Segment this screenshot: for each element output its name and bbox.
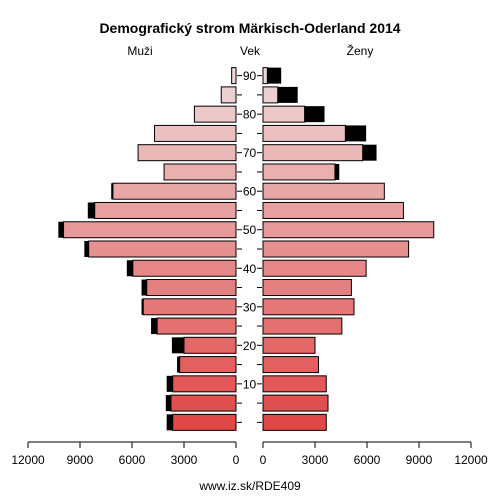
age-tick-label: 70 <box>243 146 257 160</box>
age-tick-label: 60 <box>243 185 257 199</box>
women-bar-80-84 <box>262 105 306 123</box>
men-surplus-10-14 <box>166 375 173 392</box>
men-bar-75-79 <box>154 124 237 142</box>
men-bar-35-39 <box>146 279 237 297</box>
men-surplus-0-4 <box>166 414 173 431</box>
women-surplus-80-84 <box>304 106 325 123</box>
footer-source[interactable]: www.iz.sk/RDE409 <box>198 479 301 493</box>
right-side-label: Ženy <box>347 43 374 58</box>
men-bar-60-64 <box>112 182 237 200</box>
women-surplus-70-74 <box>362 144 377 161</box>
x-tick-label-right: 12000 <box>454 453 488 467</box>
women-surplus-90+ <box>267 67 282 84</box>
x-tick-label-right: 9000 <box>406 453 433 467</box>
women-bar-15-19 <box>262 356 319 374</box>
men-bar-45-49 <box>88 240 237 258</box>
age-tick-label: 20 <box>243 339 257 353</box>
x-tick-label-left: 0 <box>233 453 240 467</box>
x-axis: 12000 9000 6000 3000 0 0 3000 6000 9000 12000 <box>11 441 488 467</box>
age-axis: 10 20 30 40 50 60 70 80 90 <box>237 69 262 423</box>
women-bar-45-49 <box>262 240 410 258</box>
men-bar-0-4 <box>172 413 237 431</box>
bars-group <box>58 67 435 431</box>
age-tick-label: 30 <box>243 300 257 314</box>
age-axis-label: Vek <box>240 44 261 58</box>
men-surplus-20-24 <box>171 337 184 354</box>
women-bar-20-24 <box>262 336 316 354</box>
women-bar-0-4 <box>262 413 327 431</box>
men-bar-40-44 <box>132 259 237 277</box>
x-tick-label-right: 6000 <box>354 453 381 467</box>
x-tick-label-left: 3000 <box>171 453 198 467</box>
age-tick-label: 40 <box>243 262 257 276</box>
women-bar-90+ <box>262 67 268 85</box>
women-bar-50-54 <box>262 221 435 239</box>
men-bar-25-29 <box>156 317 237 335</box>
women-bar-35-39 <box>262 279 352 297</box>
women-surplus-85-89 <box>277 86 298 103</box>
x-tick-label-left: 6000 <box>119 453 146 467</box>
women-surplus-75-79 <box>345 125 367 142</box>
women-bar-85-89 <box>262 86 279 104</box>
women-bar-5-9 <box>262 394 329 412</box>
men-bar-30-34 <box>142 298 237 316</box>
men-surplus-25-29 <box>151 318 158 335</box>
women-bar-70-74 <box>262 144 364 162</box>
women-bar-60-64 <box>262 182 385 200</box>
men-bar-20-24 <box>183 336 237 354</box>
men-bar-55-59 <box>94 201 237 219</box>
women-surplus-65-69 <box>334 163 340 180</box>
age-tick-label: 10 <box>243 377 257 391</box>
men-bar-90+ <box>231 67 237 85</box>
men-surplus-60-64 <box>111 183 113 200</box>
women-bar-65-69 <box>262 163 336 181</box>
men-bar-85-89 <box>220 86 237 104</box>
women-bar-10-14 <box>262 375 327 393</box>
men-surplus-30-34 <box>141 298 144 315</box>
men-surplus-50-54 <box>58 221 64 238</box>
x-tick-label-right: 3000 <box>302 453 329 467</box>
age-tick-label: 80 <box>243 108 257 122</box>
left-side-label: Muži <box>127 44 152 58</box>
men-bar-10-14 <box>172 375 237 393</box>
men-surplus-5-9 <box>165 395 171 412</box>
age-tick-label: 50 <box>243 223 257 237</box>
men-bar-65-69 <box>163 163 237 181</box>
women-bar-25-29 <box>262 317 343 335</box>
women-bar-75-79 <box>262 124 346 142</box>
men-surplus-40-44 <box>126 260 133 277</box>
men-surplus-45-49 <box>84 241 89 257</box>
chart-title: Demografický strom Märkisch-Oderland 201… <box>99 20 400 36</box>
men-bar-80-84 <box>193 105 237 123</box>
men-bar-15-19 <box>179 356 237 374</box>
x-tick-label-left: 12000 <box>11 453 45 467</box>
men-bar-70-74 <box>137 144 237 162</box>
age-tick-label: 90 <box>243 69 257 83</box>
men-surplus-35-39 <box>141 279 147 296</box>
women-bar-40-44 <box>262 259 367 277</box>
x-tick-label-right: 0 <box>260 453 267 467</box>
x-tick-label-left: 9000 <box>67 453 94 467</box>
men-surplus-15-19 <box>177 356 180 373</box>
men-bar-5-9 <box>170 394 237 412</box>
men-surplus-55-59 <box>87 202 95 219</box>
women-bar-55-59 <box>262 201 404 219</box>
women-bar-30-34 <box>262 298 355 316</box>
men-bar-50-54 <box>63 221 237 239</box>
